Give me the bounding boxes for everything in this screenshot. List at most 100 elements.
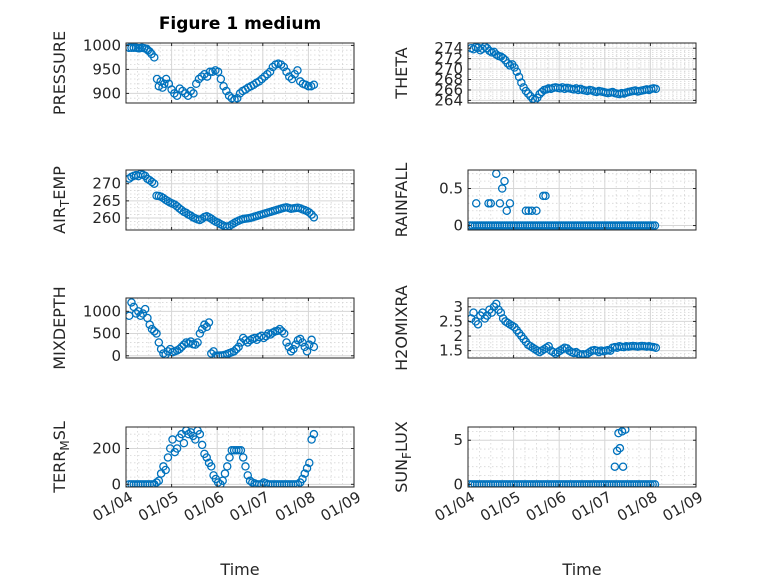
data-point: [304, 81, 313, 91]
axes-box: [467, 426, 697, 488]
y-tick-label: 0: [111, 347, 121, 365]
data-point: [184, 429, 193, 439]
data-point: [140, 304, 150, 314]
data-point: [302, 463, 312, 473]
x-tick-label: 01/05: [135, 488, 181, 525]
data-point: [238, 453, 248, 462]
y-tick-label: 266: [434, 81, 463, 99]
y-tick-label: 2.5: [439, 312, 463, 330]
data-point: [260, 72, 269, 81]
data-point: [275, 324, 284, 334]
data-point: [202, 453, 211, 462]
data-point: [300, 342, 310, 352]
data-point: [282, 338, 291, 347]
figure-title: Figure 1 medium: [159, 14, 321, 34]
data-point: [527, 206, 537, 215]
data-point: [209, 347, 218, 356]
y-tick-label: 0.5: [439, 180, 463, 198]
data-point: [222, 86, 231, 96]
series-rainfall: [468, 170, 660, 230]
y-axis-label: H2OMIXRA: [392, 285, 411, 371]
series-sun-flux: [468, 427, 660, 487]
y-tick-label: 270: [434, 60, 463, 78]
series-terr-msl: [126, 427, 319, 487]
data-point: [469, 308, 478, 317]
data-point: [498, 53, 508, 63]
series-pressure: [126, 43, 319, 103]
data-point: [177, 205, 186, 215]
data-point: [147, 324, 157, 334]
y-tick-label: 268: [434, 71, 463, 89]
axes-box: [467, 297, 697, 359]
x-tick-label: 01/04: [432, 488, 478, 525]
series-h2omixra: [468, 299, 661, 358]
data-point: [650, 480, 660, 487]
y-tick-label: 1000: [83, 36, 121, 54]
data-point: [150, 179, 159, 188]
data-point: [234, 342, 243, 352]
data-point: [257, 74, 267, 84]
data-point: [213, 67, 223, 77]
y-tick-label: 0: [453, 475, 463, 493]
data-point: [197, 324, 207, 334]
data-point: [179, 438, 189, 448]
data-point: [279, 329, 289, 338]
y-tick-label: 1.5: [439, 342, 463, 360]
data-point: [485, 46, 494, 56]
series-mixdepth: [126, 298, 319, 358]
data-point: [291, 480, 300, 487]
data-point: [276, 60, 286, 69]
y-tick-label: 2: [453, 327, 463, 345]
data-point: [175, 84, 185, 93]
data-point: [537, 87, 547, 97]
data-point: [612, 446, 622, 456]
x-axis-label-right: Time: [561, 560, 601, 579]
data-point: [307, 210, 316, 219]
data-point: [202, 322, 211, 332]
data-point: [204, 318, 214, 327]
data-point: [195, 329, 205, 338]
data-point: [200, 320, 209, 329]
data-point: [147, 177, 157, 187]
y-axis-label: MIXDEPTH: [50, 286, 69, 369]
data-point: [232, 446, 241, 455]
data-point: [179, 340, 189, 349]
data-point: [279, 62, 289, 72]
data-point: [293, 480, 303, 487]
y-tick-label: 260: [92, 209, 121, 227]
axes-box: [125, 297, 355, 359]
data-point: [234, 446, 243, 455]
data-point: [191, 79, 201, 89]
data-point: [512, 67, 522, 76]
data-point: [163, 453, 173, 462]
data-point: [517, 78, 526, 87]
data-point: [183, 91, 193, 101]
y-tick-label: 0: [111, 475, 121, 493]
x-tick-label: 01/07: [568, 488, 614, 525]
data-point: [152, 329, 161, 338]
data-point: [610, 462, 620, 471]
data-point: [181, 89, 190, 98]
data-point: [471, 199, 481, 208]
data-point: [170, 89, 179, 98]
data-point: [523, 89, 533, 98]
y-tick-label: 272: [434, 50, 463, 68]
y-tick-label: 950: [92, 60, 121, 78]
subplot-pressure: 900 950 1000 PRESSURE: [50, 31, 355, 115]
data-point: [168, 435, 177, 444]
y-tick-label: 200: [92, 439, 121, 457]
data-point: [191, 340, 200, 349]
data-point: [530, 95, 540, 103]
x-tick-label: 01/06: [523, 488, 569, 525]
data-point: [265, 67, 275, 77]
y-axis-label: THETA: [392, 47, 411, 99]
data-point: [510, 63, 519, 72]
data-point: [200, 69, 209, 79]
data-point: [220, 469, 230, 478]
data-point: [615, 443, 625, 453]
axes-box: [125, 169, 355, 231]
data-point: [216, 74, 226, 84]
subplot-mixdepth: 0 500 1000 MIXDEPTH: [50, 286, 355, 370]
data-point: [241, 462, 250, 471]
